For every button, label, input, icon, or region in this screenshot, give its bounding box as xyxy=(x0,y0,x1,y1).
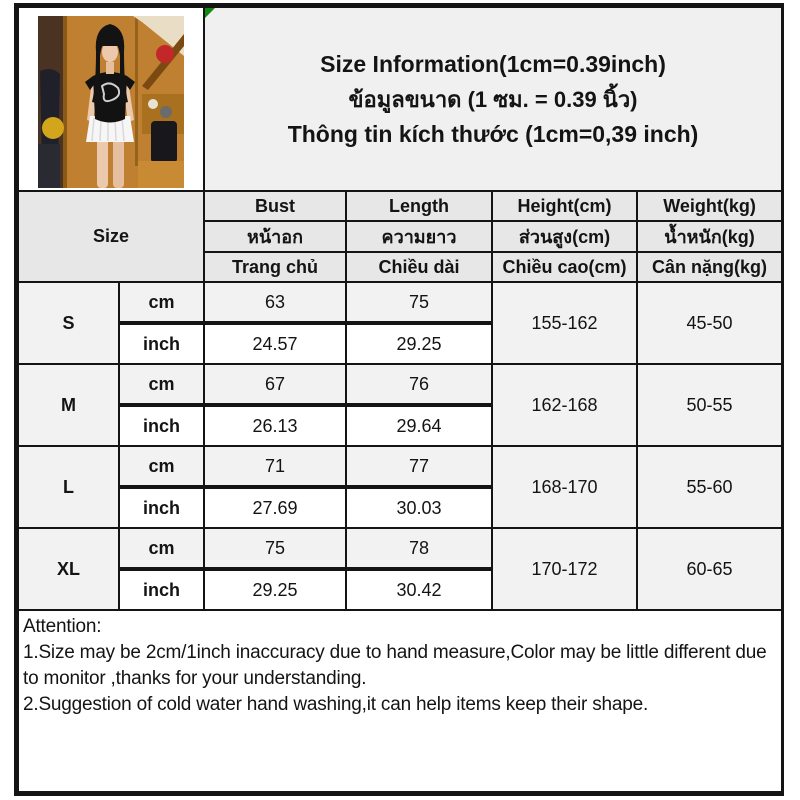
size-label-xl: XL xyxy=(17,527,120,611)
graphic-print xyxy=(100,82,121,103)
unit-cm: cm xyxy=(118,281,205,325)
yellow-bag xyxy=(42,117,64,139)
l-bust-cm: 71 xyxy=(203,445,347,489)
size-label-l: L xyxy=(17,445,120,529)
xl-weight: 60-65 xyxy=(635,527,784,611)
header-bust-vi: Trang chủ xyxy=(203,251,347,283)
l-bust-inch: 27.69 xyxy=(203,486,347,529)
dark-bag xyxy=(151,121,177,163)
s-height: 155-162 xyxy=(491,281,638,365)
header-length-en: Length xyxy=(345,190,493,222)
header-weight-vi: Cân nặng(kg) xyxy=(635,251,784,283)
model-figure xyxy=(85,24,135,188)
l-height: 168-170 xyxy=(491,445,638,529)
s-length-inch: 29.25 xyxy=(345,322,493,365)
header-length-vi: Chiều dài xyxy=(345,251,493,283)
s-bust-inch: 24.57 xyxy=(203,322,347,365)
xl-height: 170-172 xyxy=(491,527,638,611)
m-length-inch: 29.64 xyxy=(345,404,493,447)
xl-bust-cm: 75 xyxy=(203,527,347,571)
header-height-vi: Chiều cao(cm) xyxy=(491,251,638,283)
m-weight: 50-55 xyxy=(635,363,784,447)
product-photo xyxy=(38,16,184,188)
unit-inch: inch xyxy=(118,568,205,611)
size-chart-frame: Size Information(1cm=0.39inch) ข้อมูลขนา… xyxy=(14,3,784,796)
header-length-th: ความยาว xyxy=(345,220,493,253)
xl-length-inch: 30.42 xyxy=(345,568,493,611)
unit-inch: inch xyxy=(118,404,205,447)
unit-inch: inch xyxy=(118,322,205,365)
title-thai: ข้อมูลขนาด (1 ซม. = 0.39 นิ้ว) xyxy=(348,86,638,112)
black-top xyxy=(93,72,127,123)
s-bust-cm: 63 xyxy=(203,281,347,325)
size-label-m: M xyxy=(17,363,120,447)
header-weight-th: น้ำหนัก(kg) xyxy=(635,220,784,253)
green-corner-marker-icon xyxy=(206,9,215,18)
attention-heading: Attention: xyxy=(23,616,102,637)
attention-note-1: 1.Size may be 2cm/1inch inaccuracy due t… xyxy=(23,642,767,689)
m-bust-cm: 67 xyxy=(203,363,347,407)
header-bust-th: หน้าอก xyxy=(203,220,347,253)
header-height-en: Height(cm) xyxy=(491,190,638,222)
m-length-cm: 76 xyxy=(345,363,493,407)
size-header: Size xyxy=(17,190,205,283)
unit-cm: cm xyxy=(118,527,205,571)
size-label-s: S xyxy=(17,281,120,365)
unit-cm: cm xyxy=(118,445,205,489)
attention-note-2: 2.Suggestion of cold water hand washing,… xyxy=(23,694,649,715)
red-decor xyxy=(156,45,174,63)
title-cell: Size Information(1cm=0.39inch) ข้อมูลขนา… xyxy=(202,6,784,192)
l-length-inch: 30.03 xyxy=(345,486,493,529)
header-height-th: ส่วนสูง(cm) xyxy=(491,220,638,253)
title-english: Size Information(1cm=0.39inch) xyxy=(320,50,666,77)
s-length-cm: 75 xyxy=(345,281,493,325)
l-weight: 55-60 xyxy=(635,445,784,529)
m-height: 162-168 xyxy=(491,363,638,447)
title-vietnamese: Thông tin kích thước (1cm=0,39 inch) xyxy=(287,120,699,147)
unit-inch: inch xyxy=(118,486,205,529)
product-photo-cell xyxy=(17,6,205,192)
l-length-cm: 77 xyxy=(345,445,493,489)
ceiling-area xyxy=(133,16,184,56)
xl-length-cm: 78 xyxy=(345,527,493,571)
attention-section: Attention: 1.Size may be 2cm/1inch inacc… xyxy=(16,609,784,793)
header-weight-en: Weight(kg) xyxy=(635,190,784,222)
header-bust-en: Bust xyxy=(203,190,347,222)
size-chart-table: Size Information(1cm=0.39inch) ข้อมูลขนา… xyxy=(16,6,784,793)
unit-cm: cm xyxy=(118,363,205,407)
xl-bust-inch: 29.25 xyxy=(203,568,347,611)
m-bust-inch: 26.13 xyxy=(203,404,347,447)
s-weight: 45-50 xyxy=(635,281,784,365)
